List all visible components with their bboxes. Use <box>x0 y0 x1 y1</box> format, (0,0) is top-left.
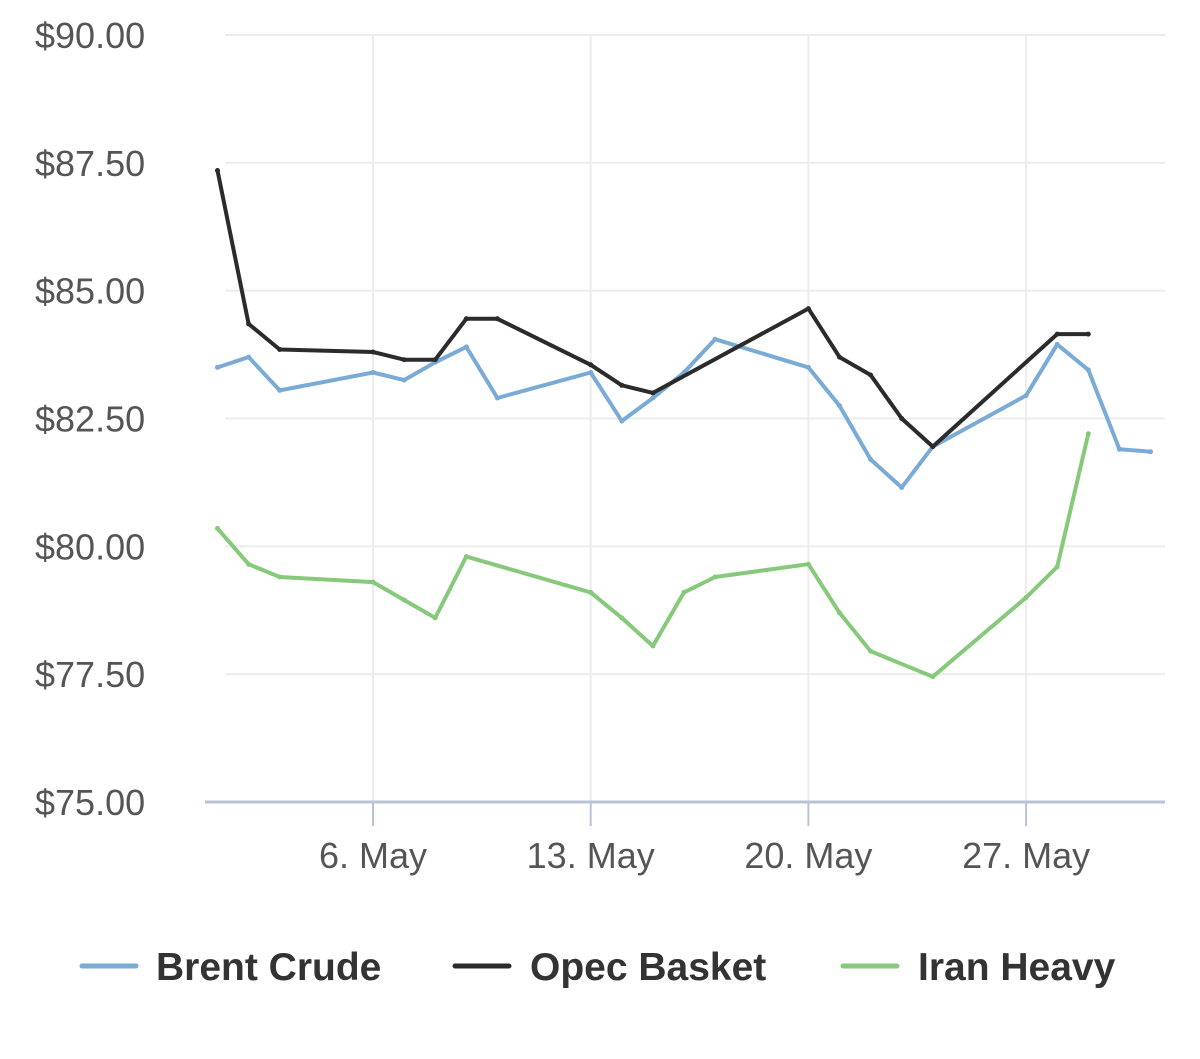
grid-layer <box>225 34 1165 802</box>
series-line-opec-basket[interactable] <box>215 168 1091 449</box>
y-tick-label: $75.00 <box>35 782 145 823</box>
data-point-opec-basket[interactable] <box>650 390 656 396</box>
legend-item-brent-crude[interactable]: Brent Crude <box>79 946 381 989</box>
legend-label: Opec Basket <box>530 946 766 989</box>
data-point-iran-heavy[interactable] <box>401 597 407 603</box>
data-point-brent-crude[interactable] <box>868 456 874 462</box>
data-point-brent-crude[interactable] <box>215 364 220 370</box>
data-point-opec-basket[interactable] <box>899 416 905 421</box>
data-point-brent-crude[interactable] <box>588 370 594 375</box>
data-point-iran-heavy[interactable] <box>463 554 469 560</box>
data-point-opec-basket[interactable] <box>930 444 936 450</box>
data-point-opec-basket[interactable] <box>837 354 842 360</box>
x-tick-label: 6. May <box>319 835 427 876</box>
data-point-brent-crude[interactable] <box>370 370 376 375</box>
data-point-brent-crude[interactable] <box>619 418 625 424</box>
data-point-brent-crude[interactable] <box>837 403 842 409</box>
data-point-brent-crude[interactable] <box>246 354 252 360</box>
data-point-brent-crude[interactable] <box>899 485 905 490</box>
data-point-opec-basket[interactable] <box>805 306 811 312</box>
x-tick-label: 20. May <box>744 835 872 876</box>
data-point-brent-crude[interactable] <box>277 387 283 393</box>
data-point-iran-heavy[interactable] <box>432 615 438 621</box>
data-point-iran-heavy[interactable] <box>681 589 687 595</box>
data-point-iran-heavy[interactable] <box>370 579 376 585</box>
data-point-brent-crude[interactable] <box>1085 367 1091 373</box>
data-point-opec-basket[interactable] <box>401 357 407 363</box>
y-tick-label: $82.50 <box>35 399 145 440</box>
data-point-iran-heavy[interactable] <box>246 561 252 567</box>
data-point-opec-basket[interactable] <box>463 316 469 322</box>
data-point-opec-basket[interactable] <box>1054 331 1060 337</box>
data-point-brent-crude[interactable] <box>494 395 500 401</box>
data-point-brent-crude[interactable] <box>712 336 718 342</box>
legend-item-opec-basket[interactable]: Opec Basket <box>452 946 766 989</box>
data-point-iran-heavy[interactable] <box>837 610 842 616</box>
data-point-brent-crude[interactable] <box>805 364 811 370</box>
data-point-iran-heavy[interactable] <box>1023 595 1029 600</box>
series-line-iran-heavy[interactable] <box>215 431 1091 679</box>
axis-layer: $90.00 $87.50 $85.00 $82.50 $80.00 $77.50 $75.… <box>35 15 1165 876</box>
y-tick-label: $87.50 <box>35 143 145 184</box>
data-point-iran-heavy[interactable] <box>619 615 625 621</box>
series-iran-heavy[interactable] <box>215 431 1091 680</box>
data-point-iran-heavy[interactable] <box>215 525 220 531</box>
data-point-brent-crude[interactable] <box>1116 446 1122 452</box>
y-tick-label: $77.50 <box>35 654 145 695</box>
series-line-brent-crude[interactable] <box>215 337 1153 490</box>
data-point-iran-heavy[interactable] <box>1054 564 1060 570</box>
y-tick-label: $85.00 <box>35 271 145 312</box>
x-tick-label: 27. May <box>962 835 1090 876</box>
data-point-opec-basket[interactable] <box>215 168 220 173</box>
data-point-opec-basket[interactable] <box>1085 331 1091 337</box>
series-opec-basket[interactable] <box>215 168 1091 450</box>
legend-item-iran-heavy[interactable]: Iran Heavy <box>840 946 1116 989</box>
data-point-iran-heavy[interactable] <box>805 561 811 567</box>
series-brent-crude[interactable] <box>215 336 1153 490</box>
data-point-opec-basket[interactable] <box>246 321 252 327</box>
data-point-opec-basket[interactable] <box>494 316 500 322</box>
data-point-iran-heavy[interactable] <box>1085 431 1091 437</box>
legend[interactable]: Brent Crude Opec Basket Iran Heavy <box>79 946 1116 989</box>
data-point-opec-basket[interactable] <box>868 372 874 378</box>
y-tick-label: $90.00 <box>35 15 145 56</box>
data-point-iran-heavy[interactable] <box>588 589 594 595</box>
data-point-iran-heavy[interactable] <box>650 643 656 649</box>
data-point-brent-crude[interactable] <box>650 395 656 401</box>
data-point-iran-heavy[interactable] <box>277 574 283 580</box>
data-point-iran-heavy[interactable] <box>712 574 718 580</box>
data-point-brent-crude[interactable] <box>401 377 407 383</box>
data-point-opec-basket[interactable] <box>588 362 594 368</box>
data-point-opec-basket[interactable] <box>277 347 283 352</box>
data-point-brent-crude[interactable] <box>463 344 469 350</box>
data-point-opec-basket[interactable] <box>432 357 438 363</box>
data-point-brent-crude[interactable] <box>1023 393 1029 398</box>
data-point-iran-heavy[interactable] <box>930 674 936 680</box>
data-point-iran-heavy[interactable] <box>868 648 874 654</box>
data-point-brent-crude[interactable] <box>1148 449 1153 455</box>
data-point-opec-basket[interactable] <box>619 382 625 388</box>
legend-label: Brent Crude <box>156 946 381 989</box>
legend-label: Iran Heavy <box>918 946 1116 989</box>
data-point-opec-basket[interactable] <box>370 349 376 355</box>
y-tick-label: $80.00 <box>35 526 145 567</box>
data-point-brent-crude[interactable] <box>1054 341 1060 347</box>
series-layer <box>215 168 1153 680</box>
x-tick-label: 13. May <box>527 835 655 876</box>
